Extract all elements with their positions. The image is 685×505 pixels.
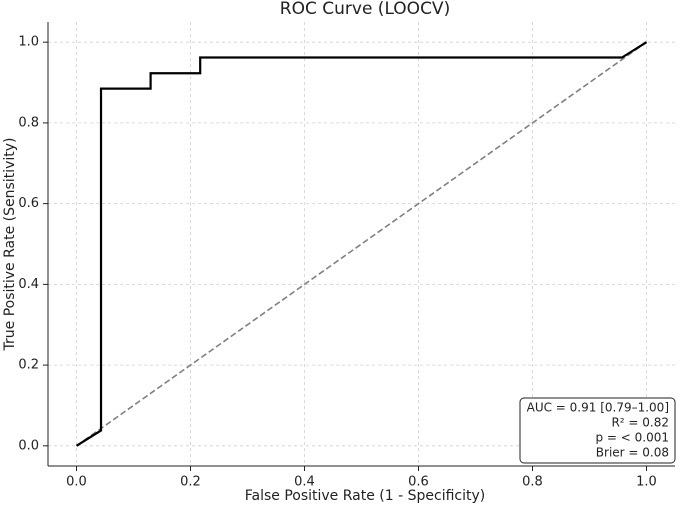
x-tick-label: 1.0 bbox=[636, 475, 657, 490]
y-tick-label: 1.0 bbox=[18, 35, 39, 50]
y-tick-label: 0.4 bbox=[18, 277, 39, 292]
y-axis-label: True Positive Rate (Sensitivity) bbox=[2, 138, 18, 352]
chart-title: ROC Curve (LOOCV) bbox=[280, 0, 450, 19]
reference-line bbox=[76, 41, 647, 447]
roc-curve bbox=[75, 41, 648, 447]
y-tick-label: 0.0 bbox=[18, 438, 39, 453]
annotation-text: AUC = 0.91 [0.79–1.00] bbox=[527, 401, 669, 415]
annotation-frame bbox=[519, 397, 676, 464]
x-tick-label: 0.8 bbox=[522, 475, 543, 490]
annotation-text: Brier = 0.08 bbox=[596, 446, 669, 460]
y-tick-label: 0.8 bbox=[18, 115, 39, 130]
annotation-box: AUC = 0.91 [0.79–1.00]R² = 0.82p = < 0.0… bbox=[519, 397, 676, 464]
x-axis-label: False Positive Rate (1 - Specificity) bbox=[245, 488, 486, 504]
x-tick-label: 0.0 bbox=[66, 475, 87, 490]
x-tick-label: 0.2 bbox=[180, 475, 201, 490]
y-tick-label: 0.6 bbox=[18, 196, 39, 211]
annotation-text: p = < 0.001 bbox=[595, 431, 669, 445]
y-tick-label: 0.2 bbox=[18, 358, 39, 373]
x-tick-label: 0.4 bbox=[294, 475, 315, 490]
annotation-text: R² = 0.82 bbox=[611, 416, 669, 430]
x-tick-label: 0.6 bbox=[408, 475, 429, 490]
